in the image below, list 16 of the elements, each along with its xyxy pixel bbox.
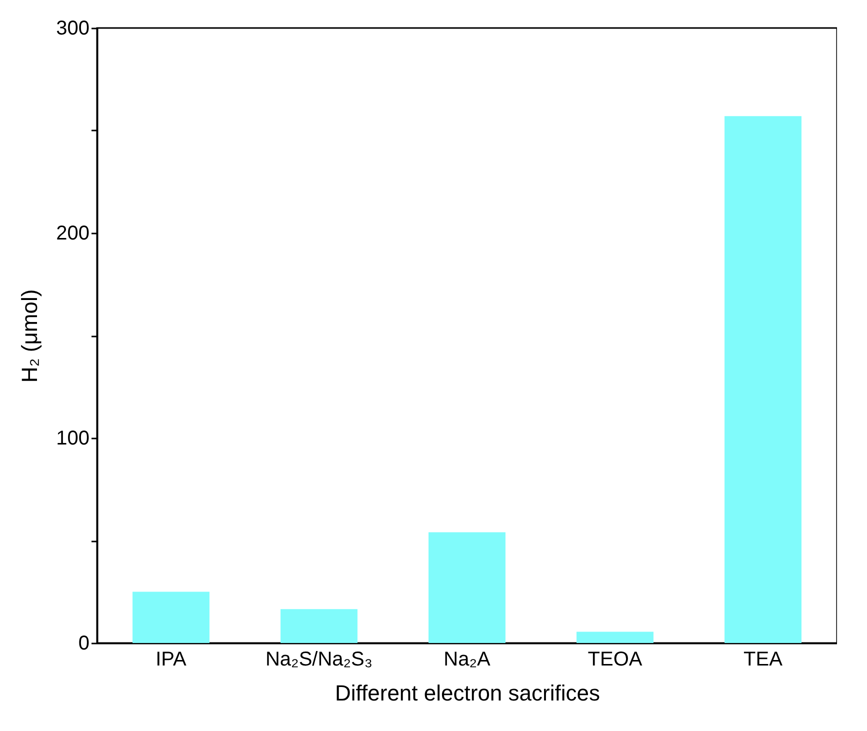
y-tick-label: 0	[78, 632, 90, 654]
x-tick-label: TEOA	[588, 648, 643, 670]
y-tick-label: 100	[56, 428, 90, 450]
x-tick-label: Na₂A	[444, 648, 491, 670]
y-axis-title: H₂ (μmol)	[17, 289, 42, 383]
x-tick-label: TEA	[744, 648, 784, 670]
y-tick-label: 300	[56, 18, 90, 40]
bar	[576, 632, 654, 643]
bar	[428, 532, 506, 643]
x-axis-title: Different electron sacrifices	[335, 680, 600, 706]
y-tick-label: 200	[56, 222, 90, 244]
bar	[280, 609, 358, 643]
bar	[724, 116, 802, 643]
bar	[132, 592, 210, 643]
x-tick-label: Na₂S/Na₂S₃	[265, 648, 373, 670]
x-tick-label: IPA	[156, 648, 188, 670]
